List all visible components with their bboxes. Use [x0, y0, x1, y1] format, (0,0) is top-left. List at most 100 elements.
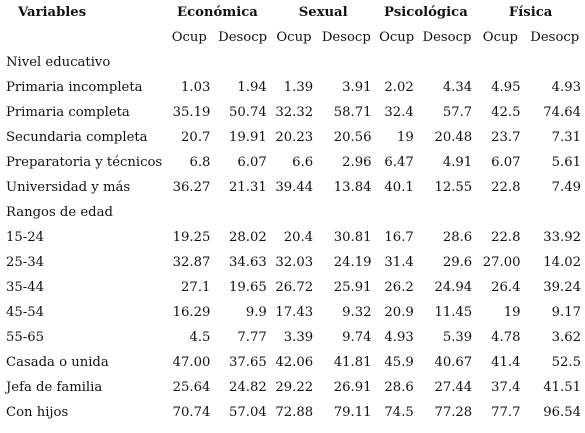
table-cell: 50.74	[229, 105, 267, 120]
subcolumn-header-4: Ocup	[379, 30, 415, 45]
table-cell: 6.8	[189, 155, 211, 170]
row-label: 35-44	[6, 280, 45, 295]
table-cell: 40.67	[434, 355, 473, 370]
row-label: Secundaria completa	[6, 130, 148, 145]
table-row: Casada o unida 47.00 37.65 42.06 41.81 45.9 40…	[0, 350, 585, 375]
table-cell: 22.8	[491, 230, 521, 245]
table-cell: 47.00	[172, 355, 211, 370]
empty-cell	[0, 25, 164, 50]
table-cell: 5.39	[442, 330, 473, 345]
table-cell: 19.65	[229, 280, 267, 295]
table-cell: 2.02	[384, 80, 414, 95]
section-row: Nivel educativo	[0, 50, 585, 75]
table-cell: 32.87	[172, 255, 211, 270]
table-cell: 32.4	[384, 105, 414, 120]
table-cell: 41.81	[333, 355, 372, 370]
row-label: Primaria incompleta	[6, 80, 143, 95]
table-row: 35-44 27.1 19.65 26.72 25.91 26.2 24.94 26.4 39.…	[0, 275, 585, 300]
table-cell: 20.9	[384, 305, 414, 320]
table-cell: 4.91	[442, 155, 473, 170]
table-cell: 21.31	[229, 180, 267, 195]
table-cell: 1.39	[283, 80, 314, 95]
table-cell: 17.43	[275, 305, 314, 320]
table-cell: 32.03	[275, 255, 314, 270]
table-cell: 16.7	[384, 230, 414, 245]
table-cell: 42.06	[275, 355, 314, 370]
table-cell: 36.27	[172, 180, 211, 195]
table-cell: 19.91	[229, 130, 267, 145]
table-cell: 34.63	[229, 255, 267, 270]
table-cell: 13.84	[333, 180, 372, 195]
row-label: Casada o unida	[6, 355, 109, 370]
table-cell: 37.4	[491, 380, 521, 395]
header-row-subcolumns: Ocup Desocp Ocup Desocp Ocup Desocp Ocup Desocp	[0, 25, 585, 50]
table-cell: 70.74	[172, 405, 211, 420]
table-cell: 4.93	[384, 330, 414, 345]
table-cell: 1.03	[181, 80, 211, 95]
table-cell: 45.9	[384, 355, 414, 370]
group-header-2: Psicológica	[383, 5, 468, 20]
table-cell: 28.02	[229, 230, 267, 245]
table-cell: 26.2	[384, 280, 414, 295]
table-cell: 6.6	[292, 155, 314, 170]
section-title: Nivel educativo	[6, 55, 111, 70]
row-label: Universidad y más	[6, 180, 131, 195]
table-cell: 27.00	[482, 255, 521, 270]
subcolumn-header-5: Desocp	[422, 30, 472, 45]
table-cell: 20.48	[434, 130, 473, 145]
row-label: Primaria completa	[6, 105, 130, 120]
header-row-groups: Variables Económica Sexual Psicológica Físic…	[0, 0, 585, 25]
table-row: Jefa de familia 25.64 24.82 29.22 26.91 28.6 2…	[0, 375, 585, 400]
subcolumn-header-6: Ocup	[482, 30, 518, 45]
group-header-3: Física	[508, 5, 553, 20]
row-label: 55-65	[6, 330, 45, 345]
table-cell: 6.07	[491, 155, 521, 170]
table-cell: 20.4	[283, 230, 314, 245]
table-cell: 40.1	[384, 180, 414, 195]
group-header-1: Sexual	[298, 5, 348, 20]
table-cell: 26.4	[491, 280, 521, 295]
table-cell: 23.7	[491, 130, 521, 145]
table-cell: 4.78	[491, 330, 521, 345]
table-cell: 39.44	[275, 180, 314, 195]
table-cell: 3.39	[283, 330, 314, 345]
table-cell: 1.94	[237, 80, 267, 95]
table-cell: 30.81	[333, 230, 372, 245]
table-cell: 41.4	[491, 355, 521, 370]
table-cell: 9.32	[342, 305, 372, 320]
table-cell: 39.24	[543, 280, 581, 295]
table-cell: 37.65	[229, 355, 267, 370]
table-row: 55-65 4.5 7.77 3.39 9.74 4.93 5.39 4.78 3.62	[0, 325, 585, 350]
table-cell: 19.25	[172, 230, 211, 245]
variables-header: Variables	[18, 5, 87, 20]
table-cell: 4.95	[491, 80, 521, 95]
table-cell: 24.82	[229, 380, 267, 395]
subcolumn-header-0: Ocup	[171, 30, 207, 45]
subcolumn-header-3: Desocp	[321, 30, 371, 45]
table-cell: 6.47	[384, 155, 414, 170]
table-cell: 14.02	[543, 255, 581, 270]
table-cell: 3.62	[551, 330, 581, 345]
table-row: 45-54 16.29 9.9 17.43 9.32 20.9 11.45 19 9.17	[0, 300, 585, 325]
table-cell: 5.61	[551, 155, 581, 170]
table-cell: 28.6	[442, 230, 473, 245]
table-cell: 72.88	[275, 405, 314, 420]
table-cell: 20.7	[181, 130, 211, 145]
table-cell: 74.5	[384, 405, 414, 420]
table-cell: 4.5	[189, 330, 211, 345]
table-cell: 29.22	[275, 380, 314, 395]
table-cell: 32.32	[275, 105, 314, 120]
table-cell: 29.6	[442, 255, 473, 270]
section-row: Rangos de edad	[0, 200, 585, 225]
table-cell: 12.55	[434, 180, 473, 195]
row-label: Jefa de familia	[6, 380, 103, 395]
table-row: Primaria completa 35.19 50.74 32.32 58.71 32.…	[0, 100, 585, 125]
subcolumn-header-2: Ocup	[276, 30, 312, 45]
table-cell: 11.45	[434, 305, 473, 320]
table-cell: 7.31	[551, 130, 581, 145]
subcolumn-header-7: Desocp	[530, 30, 580, 45]
table-cell: 4.34	[442, 80, 473, 95]
table-cell: 33.92	[543, 230, 581, 245]
table-cell: 52.5	[551, 355, 581, 370]
table-row: Preparatoria y técnicos 6.8 6.07 6.6 2.96 6.4…	[0, 150, 585, 175]
